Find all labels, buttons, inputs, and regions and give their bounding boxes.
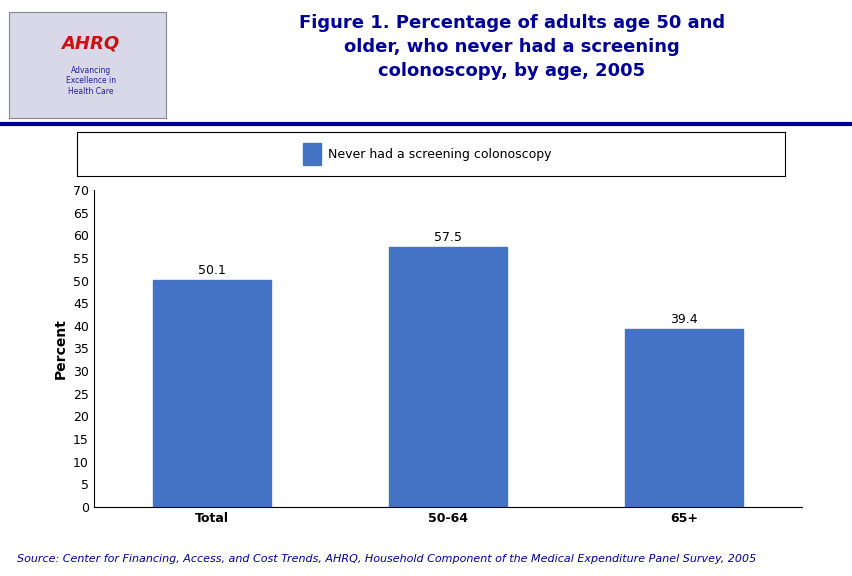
Text: 57.5: 57.5: [434, 231, 461, 244]
Bar: [624, 328, 742, 507]
Text: Advancing
Excellence in
Health Care: Advancing Excellence in Health Care: [66, 66, 116, 96]
Bar: [153, 280, 270, 507]
Text: 50.1: 50.1: [198, 264, 226, 278]
Bar: [389, 247, 506, 507]
Text: AHRQ: AHRQ: [61, 35, 119, 52]
Bar: [303, 143, 320, 165]
Text: 39.4: 39.4: [669, 313, 697, 326]
Text: Figure 1. Percentage of adults age 50 and
older, who never had a screening
colon: Figure 1. Percentage of adults age 50 an…: [298, 14, 724, 79]
Text: Source: Center for Financing, Access, and Cost Trends, AHRQ, Household Component: Source: Center for Financing, Access, an…: [17, 555, 756, 564]
Y-axis label: Percent: Percent: [54, 318, 67, 379]
Text: Never had a screening colonoscopy: Never had a screening colonoscopy: [328, 147, 551, 161]
